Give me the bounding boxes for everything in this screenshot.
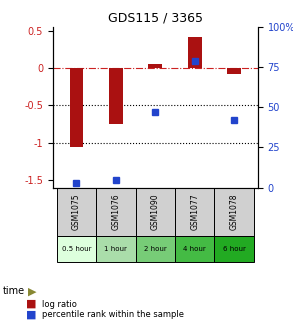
Text: GSM1075: GSM1075 <box>72 194 81 230</box>
Text: GSM1090: GSM1090 <box>151 194 160 230</box>
Bar <box>136 188 175 236</box>
Text: ▶: ▶ <box>28 287 36 297</box>
Bar <box>175 188 214 236</box>
Bar <box>96 188 136 236</box>
Bar <box>109 68 123 124</box>
Text: percentile rank within the sample: percentile rank within the sample <box>42 310 185 319</box>
Bar <box>57 188 96 236</box>
Text: log ratio: log ratio <box>42 300 77 308</box>
Text: GSM1076: GSM1076 <box>111 194 120 230</box>
Text: ■: ■ <box>26 299 37 309</box>
Text: 6 hour: 6 hour <box>223 246 246 252</box>
Text: GSM1077: GSM1077 <box>190 194 199 230</box>
Text: time: time <box>3 286 25 296</box>
Bar <box>214 188 254 236</box>
Bar <box>136 236 175 262</box>
Bar <box>69 68 83 146</box>
Bar <box>227 68 241 74</box>
Bar <box>148 64 162 68</box>
Text: 1 hour: 1 hour <box>104 246 127 252</box>
Bar <box>214 236 254 262</box>
Text: ■: ■ <box>26 309 37 319</box>
Bar <box>57 236 96 262</box>
Title: GDS115 / 3365: GDS115 / 3365 <box>108 11 203 24</box>
Bar <box>175 236 214 262</box>
Bar <box>188 37 202 68</box>
Bar <box>96 236 136 262</box>
Text: 2 hour: 2 hour <box>144 246 167 252</box>
Text: GSM1078: GSM1078 <box>230 194 239 230</box>
Text: 4 hour: 4 hour <box>183 246 206 252</box>
Text: 0.5 hour: 0.5 hour <box>62 246 91 252</box>
